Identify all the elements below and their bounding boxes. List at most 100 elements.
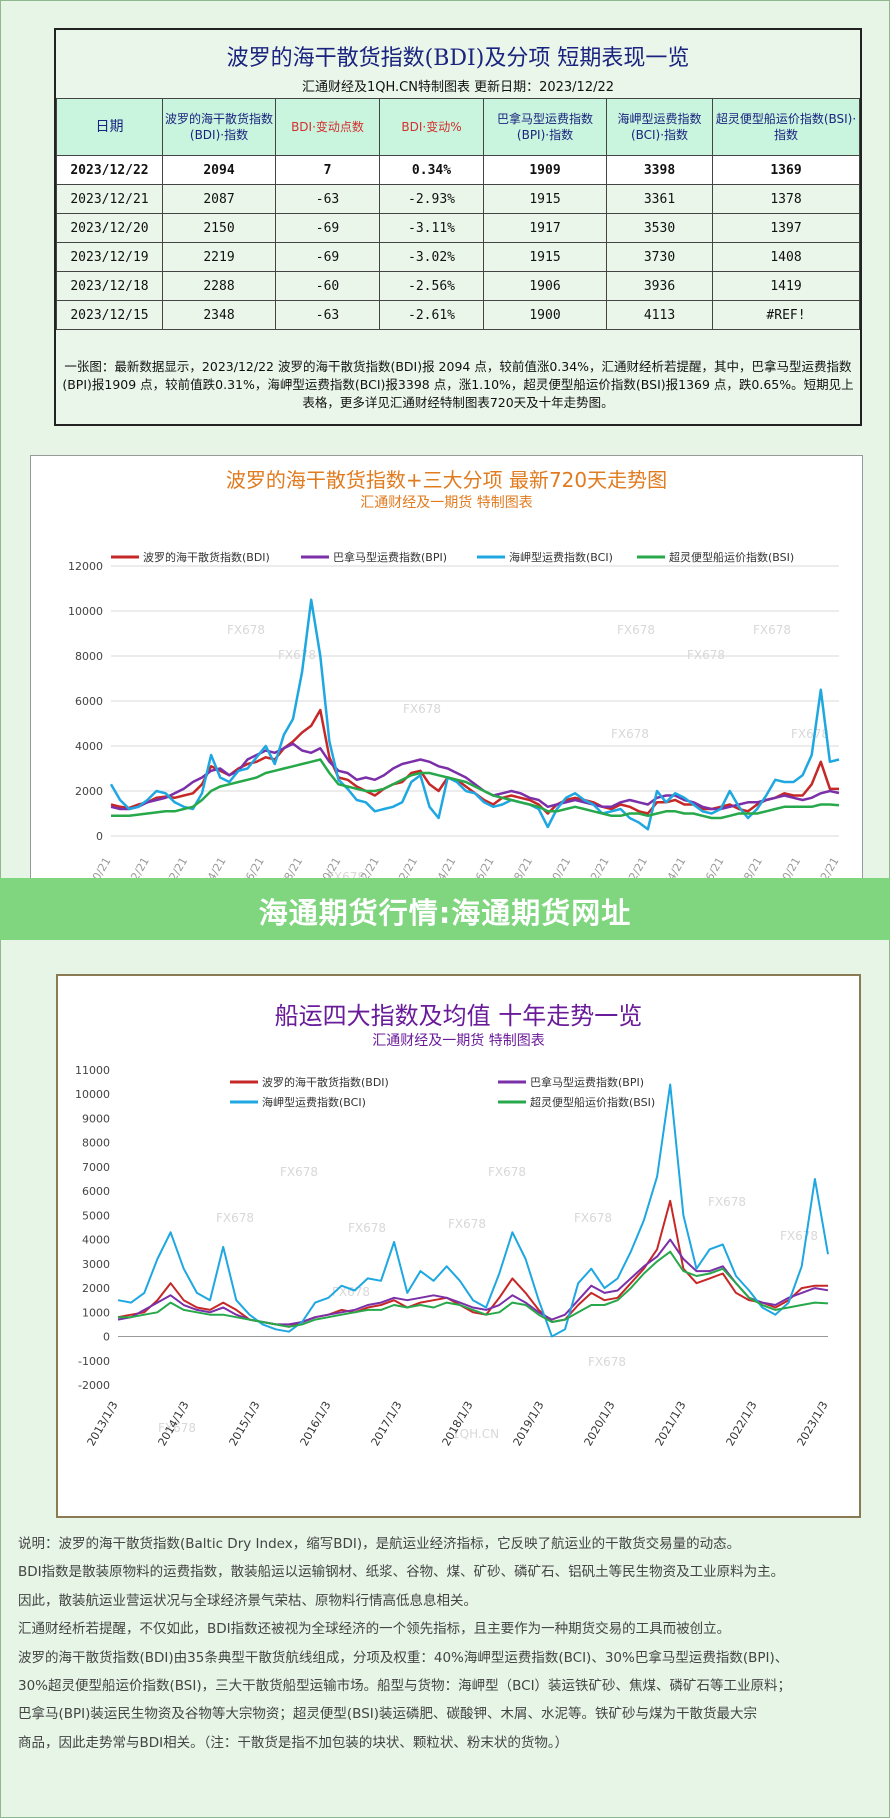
- cell-date: 2023/12/19: [56, 242, 163, 272]
- description-line: 波罗的海干散货指数(BDI)由35条典型干散货航线组成，分项及权重：40%海岬型…: [18, 1649, 789, 1666]
- x-tick-label: 2020/1/3: [582, 1399, 618, 1448]
- y-tick-label: 6000: [82, 1185, 110, 1198]
- x-tick-label: 2021/1/3: [653, 1399, 689, 1448]
- cell-bdi-change: -60: [275, 271, 380, 301]
- y-tick-label: 8000: [82, 1137, 110, 1150]
- cell-bdi: 2150: [162, 213, 276, 243]
- cell-bci: 3936: [606, 271, 713, 301]
- cell-bdi-change: -69: [275, 213, 380, 243]
- table-subtitle: 汇通财经及1QH.CN特制图表 更新日期：2023/12/22: [301, 80, 615, 95]
- cell-date: 2023/12/20: [56, 213, 163, 243]
- watermark: FX678: [708, 1195, 746, 1209]
- table-row: 2023/12/20 2150 -69 -3.11% 1917 3530 139…: [56, 213, 860, 243]
- y-tick-label: 4000: [82, 1234, 110, 1247]
- x-tick-label: 2019/1/3: [511, 1399, 547, 1448]
- y-tick-label: 10000: [75, 1088, 110, 1101]
- cell-bpi: 1915: [483, 242, 607, 272]
- col-date-header: 日期: [56, 98, 163, 156]
- cell-bdi: 2094: [162, 155, 276, 185]
- chart1-svg: 0 2000 4000 6000 8000 10000 12000 FX678 FX678 FX6…: [68, 550, 842, 916]
- series-line-2: [109, 598, 840, 831]
- chart-720-panel: 波罗的海干散货指数+三大分项 最新720天走势图 汇通财经及一期货 特制图表 0…: [30, 455, 863, 925]
- col-bdi-header: 波罗的海干散货指数(BDI)·指数: [162, 98, 276, 156]
- chart1-title: 波罗的海干散货指数+三大分项 最新720天走势图: [225, 468, 668, 492]
- description-line: 说明：波罗的海干散货指数(Baltic Dry Index，缩写BDI)，是航运…: [18, 1536, 741, 1552]
- x-tick-label: 2017/1/3: [369, 1399, 405, 1448]
- y-tick-label: 8000: [75, 650, 103, 663]
- watermark: FX678: [687, 648, 725, 662]
- cell-bdi: 2288: [162, 271, 276, 301]
- y-tick-label: 11000: [75, 1064, 110, 1077]
- cell-bsi: 1408: [712, 242, 860, 272]
- legend-label: 超灵便型船运价指数(BSI): [530, 1095, 655, 1109]
- legend-label: 波罗的海干散货指数(BDI): [143, 550, 270, 564]
- cell-bsi: 1397: [712, 213, 860, 243]
- cell-bdi-pct: -3.11%: [379, 213, 484, 243]
- watermark: FX678: [227, 623, 265, 637]
- y-tick-label: -1000: [78, 1355, 110, 1368]
- cell-date: 2023/12/21: [56, 184, 163, 214]
- cell-bdi: 2219: [162, 242, 276, 272]
- watermark: FX678: [448, 1217, 486, 1231]
- cell-bci: 4113: [606, 300, 713, 330]
- y-tick-label: 2000: [75, 785, 103, 798]
- y-tick-label: 2000: [82, 1282, 110, 1295]
- headline-banner: 海通期货行情:海通期货网址: [0, 878, 890, 940]
- cell-bdi-change: -69: [275, 242, 380, 272]
- y-tick-label: 5000: [82, 1209, 110, 1222]
- cell-bpi: 1915: [483, 184, 607, 214]
- series-line-1: [110, 742, 840, 811]
- watermark: 1QH.CN: [452, 1427, 499, 1441]
- x-tick-label: 2013/1/3: [85, 1399, 121, 1448]
- legend-label: 巴拿马型运费指数(BPI): [333, 550, 447, 564]
- description-line: 汇通财经析若提醒，不仅如此，BDI指数还被视为全球经济的一个领先指标，且主要作为…: [18, 1621, 731, 1638]
- y-tick-label: -2000: [78, 1379, 110, 1392]
- watermark: FX678: [332, 1285, 370, 1299]
- col-bdi-change-header: BDI·变动点数: [275, 98, 380, 156]
- cell-bpi: 1909: [483, 155, 607, 185]
- watermark: FX678: [611, 727, 649, 741]
- cell-bdi-pct: -2.93%: [379, 184, 484, 214]
- x-tick-label: 2022/1/3: [724, 1399, 760, 1448]
- cell-bdi-pct: 0.34%: [379, 155, 484, 185]
- cell-bpi: 1906: [483, 271, 607, 301]
- legend-label: 波罗的海干散货指数(BDI): [262, 1075, 389, 1089]
- series-line-3: [111, 758, 840, 820]
- series-line-3: [118, 1250, 829, 1328]
- cell-bci: 3361: [606, 184, 713, 214]
- cell-date: 2023/12/18: [56, 271, 163, 301]
- y-tick-label: 4000: [75, 740, 103, 753]
- y-tick-label: 1000: [82, 1306, 110, 1319]
- cell-bpi: 1917: [483, 213, 607, 243]
- series-line-0: [110, 708, 840, 815]
- cell-bdi-pct: -2.56%: [379, 271, 484, 301]
- description: 说明：波罗的海干散货指数(Baltic Dry Index，缩写BDI)，是航运…: [18, 1530, 880, 1757]
- legend-label: 海岬型运费指数(BCI): [262, 1095, 366, 1109]
- series-line-0: [117, 1199, 829, 1328]
- table-row: 2023/12/18 2288 -60 -2.56% 1906 3936 141…: [56, 271, 860, 301]
- x-tick-label: 2015/1/3: [227, 1399, 263, 1448]
- chart2-subtitle: 汇通财经及一期货 特制图表: [372, 1033, 545, 1049]
- cell-date: 2023/12/15: [56, 300, 163, 330]
- cell-bsi: 1369: [712, 155, 860, 185]
- description-line: 30%超灵便型船运价指数(BSI)，三大干散货船型运输市场。船型与货物：海岬型（…: [18, 1678, 792, 1695]
- summary-note: 一张图：最新数据显示，2023/12/22 波罗的海干散货指数(BDI)报 20…: [62, 359, 854, 410]
- cell-bdi-change: -63: [275, 184, 380, 214]
- legend-label: 海岬型运费指数(BCI): [509, 550, 613, 564]
- description-line: 商品，因此走势常与BDI相关。（注：干散货是指不加包装的块状、颗粒状、粉末状的货…: [18, 1734, 569, 1751]
- cell-date: 2023/12/22: [56, 155, 163, 185]
- chart2-title: 船运四大指数及均值 十年走势一览: [274, 1002, 643, 1030]
- watermark: FX678: [348, 1221, 386, 1235]
- y-tick-label: 6000: [75, 695, 103, 708]
- index-table: 日期 波罗的海干散货指数(BDI)·指数 BDI·变动点数 BDI·变动% 巴拿…: [56, 98, 860, 330]
- series-line-1: [117, 1238, 829, 1326]
- watermark: FX678: [278, 648, 316, 662]
- cell-bci: 3530: [606, 213, 713, 243]
- series-line-2: [117, 1083, 829, 1338]
- watermark: FX678: [403, 702, 441, 716]
- col-bpi-header: 巴拿马型运费指数(BPI)·指数: [483, 98, 607, 156]
- col-bci-header: 海岬型运费指数(BCI)·指数: [606, 98, 713, 156]
- table-row: 2023/12/21 2087 -63 -2.93% 1915 3361 137…: [56, 184, 860, 214]
- watermark: FX678: [791, 727, 829, 741]
- cell-bdi: 2087: [162, 184, 276, 214]
